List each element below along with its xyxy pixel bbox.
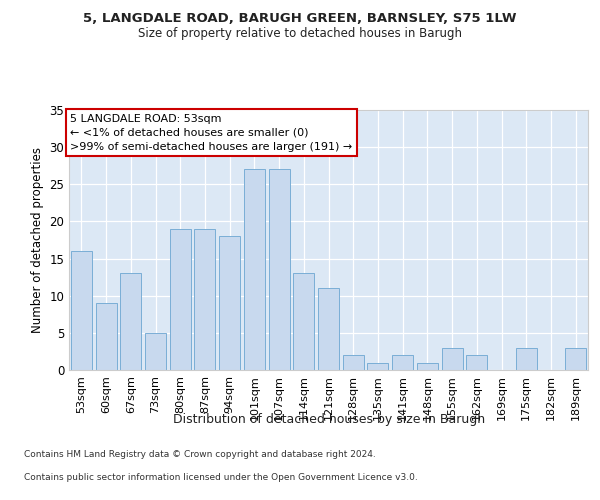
Text: Contains HM Land Registry data © Crown copyright and database right 2024.: Contains HM Land Registry data © Crown c…: [24, 450, 376, 459]
Bar: [318, 288, 339, 370]
Bar: [293, 274, 314, 370]
Bar: [417, 362, 438, 370]
Bar: [219, 236, 240, 370]
Bar: [565, 348, 586, 370]
Text: Size of property relative to detached houses in Barugh: Size of property relative to detached ho…: [138, 28, 462, 40]
Text: Contains public sector information licensed under the Open Government Licence v3: Contains public sector information licen…: [24, 472, 418, 482]
Bar: [194, 229, 215, 370]
Bar: [244, 170, 265, 370]
Bar: [120, 274, 141, 370]
Bar: [392, 355, 413, 370]
Y-axis label: Number of detached properties: Number of detached properties: [31, 147, 44, 333]
Bar: [367, 362, 388, 370]
Bar: [71, 251, 92, 370]
Bar: [343, 355, 364, 370]
Bar: [466, 355, 487, 370]
Bar: [269, 170, 290, 370]
Bar: [442, 348, 463, 370]
Bar: [95, 303, 116, 370]
Text: Distribution of detached houses by size in Barugh: Distribution of detached houses by size …: [173, 412, 485, 426]
Bar: [145, 333, 166, 370]
Bar: [170, 229, 191, 370]
Bar: [516, 348, 537, 370]
Text: 5 LANGDALE ROAD: 53sqm
← <1% of detached houses are smaller (0)
>99% of semi-det: 5 LANGDALE ROAD: 53sqm ← <1% of detached…: [70, 114, 352, 152]
Text: 5, LANGDALE ROAD, BARUGH GREEN, BARNSLEY, S75 1LW: 5, LANGDALE ROAD, BARUGH GREEN, BARNSLEY…: [83, 12, 517, 26]
